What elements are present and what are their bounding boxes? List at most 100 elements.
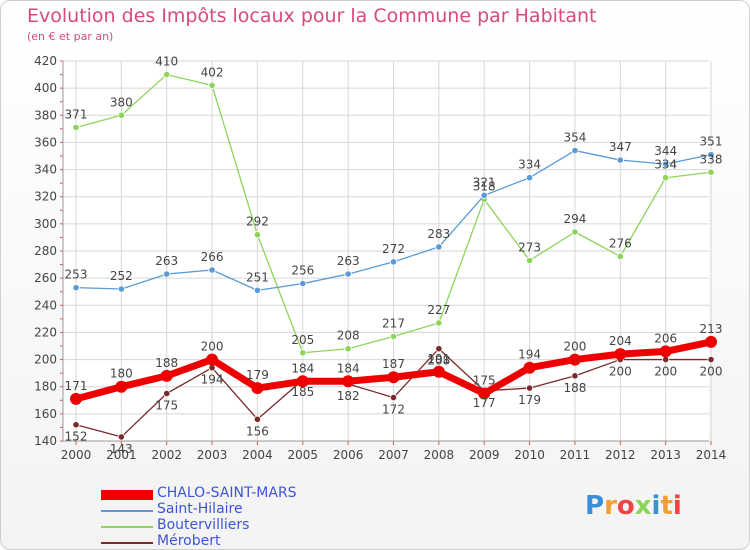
data-label: 194: [201, 373, 224, 387]
data-label: 200: [201, 340, 224, 354]
data-label: 347: [609, 140, 632, 154]
y-tick-label: 280: [34, 244, 57, 258]
data-label: 204: [609, 334, 632, 348]
data-point: [480, 191, 488, 199]
data-label: 213: [700, 322, 723, 336]
data-label: 251: [246, 270, 269, 284]
data-point: [160, 369, 173, 382]
data-point: [299, 349, 307, 357]
data-point: [435, 243, 443, 251]
y-tick-label: 420: [34, 54, 57, 68]
data-label: 171: [65, 379, 88, 393]
x-tick-label: 2000: [61, 448, 92, 462]
data-label: 318: [473, 179, 496, 193]
data-label: 184: [291, 361, 314, 375]
x-tick-label: 2002: [151, 448, 182, 462]
y-tick-label: 200: [34, 353, 57, 367]
y-tick-label: 240: [34, 298, 57, 312]
data-label: 263: [155, 254, 178, 268]
data-label: 179: [246, 368, 269, 382]
data-label: 200: [700, 365, 723, 379]
data-point: [525, 256, 534, 265]
data-label: 200: [654, 365, 677, 379]
data-point: [344, 270, 352, 278]
data-label: 180: [110, 367, 133, 381]
data-label: 351: [700, 135, 723, 149]
data-label: 175: [473, 374, 496, 388]
logo-letter: t: [660, 491, 673, 521]
data-label: 152: [65, 430, 88, 444]
data-point: [70, 392, 82, 405]
data-label: 283: [427, 227, 450, 241]
data-point: [253, 415, 262, 423]
data-point: [251, 382, 264, 395]
legend-label: Boutervilliers: [157, 517, 250, 533]
proxiti-logo: Proxiti: [585, 491, 682, 521]
y-tick-label: 360: [34, 135, 57, 149]
data-label: 205: [291, 333, 314, 347]
x-tick-label: 2011: [560, 448, 591, 462]
x-tick-label: 2004: [242, 448, 273, 462]
data-label: 253: [65, 268, 88, 282]
x-tick-label: 2012: [605, 448, 636, 462]
data-point: [344, 345, 352, 353]
data-label: 200: [563, 340, 586, 354]
data-point: [571, 372, 579, 380]
x-tick-label: 2013: [650, 448, 681, 462]
data-point: [707, 355, 715, 364]
data-point: [72, 284, 80, 292]
legend-item: CHALO-SAINT-MARS: [101, 485, 361, 503]
y-tick-label: 300: [34, 217, 57, 231]
data-point: [705, 335, 717, 348]
legend-swatch: [101, 490, 153, 500]
x-tick-label: 2005: [288, 448, 319, 462]
data-label: 344: [654, 144, 677, 158]
data-point: [389, 332, 398, 341]
legend-item: Saint-Hilaire: [101, 501, 361, 519]
data-label: 188: [155, 356, 178, 370]
data-point: [525, 174, 534, 182]
legend: CHALO-SAINT-MARS Saint-Hilaire Boutervilli…: [101, 485, 361, 549]
data-label: 402: [201, 65, 224, 79]
data-label: 187: [382, 357, 405, 371]
data-label: 321: [473, 175, 496, 189]
logo-letter: P: [585, 491, 605, 521]
data-point: [662, 174, 670, 182]
y-tick-label: 340: [34, 163, 57, 177]
data-point: [117, 285, 125, 293]
data-point: [206, 353, 219, 366]
x-tick-label: 2006: [333, 448, 364, 462]
legend-label: Mérobert: [157, 533, 221, 549]
data-point: [432, 365, 445, 378]
x-tick-label: 2003: [197, 448, 228, 462]
data-point: [117, 111, 125, 119]
data-label: 172: [382, 403, 405, 417]
x-tick-label: 2009: [469, 448, 500, 462]
data-point: [707, 151, 715, 159]
logo-letter: o: [616, 491, 635, 521]
logo-letter: i: [651, 491, 661, 521]
y-tick-label: 320: [34, 190, 57, 204]
data-label: 252: [110, 269, 133, 283]
data-label: 191: [427, 352, 450, 366]
chart-title: Evolution des Impôts locaux pour la Comm…: [27, 5, 597, 27]
logo-letter: r: [604, 491, 617, 521]
data-point: [478, 387, 491, 400]
data-label: 156: [246, 424, 269, 438]
y-tick-label: 400: [34, 81, 57, 95]
data-point: [616, 156, 624, 164]
y-tick-label: 260: [34, 271, 57, 285]
data-label: 177: [473, 396, 496, 410]
data-point: [208, 266, 216, 274]
legend-label: CHALO-SAINT-MARS: [157, 485, 297, 501]
x-tick-label: 2010: [514, 448, 545, 462]
data-label: 188: [563, 381, 586, 395]
data-point: [435, 345, 443, 353]
legend-swatch: [101, 510, 153, 512]
data-point: [115, 380, 128, 393]
data-point: [614, 348, 627, 361]
data-label: 354: [563, 131, 586, 145]
data-point: [389, 393, 398, 402]
data-label: 200: [609, 365, 632, 379]
